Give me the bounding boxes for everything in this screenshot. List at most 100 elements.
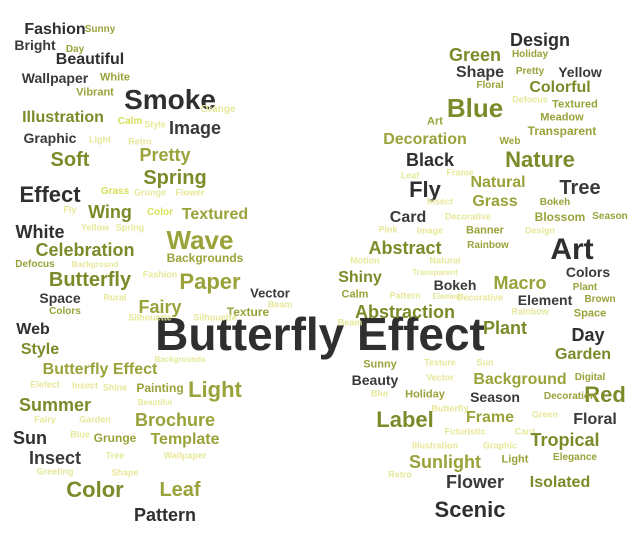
word: Wave [167, 227, 234, 253]
word: Grunge [94, 432, 137, 444]
word: Abstract [368, 239, 441, 257]
word: Brown [584, 295, 615, 305]
word: Banner [466, 226, 504, 237]
word: Style [21, 342, 59, 358]
word: Style [144, 121, 166, 130]
word: Space [39, 291, 80, 305]
word: Celebration [35, 241, 134, 259]
word: Holiday [405, 390, 445, 401]
word: Color [147, 208, 173, 218]
word: Light [502, 455, 529, 466]
word: Insect [72, 382, 98, 391]
word: Frame [466, 410, 514, 426]
word: Beautiful [56, 52, 124, 68]
word: Spring [143, 168, 206, 188]
word: Fashion [24, 22, 85, 38]
word: Textured [182, 207, 248, 223]
word: Sun [477, 359, 494, 368]
word: Grass [101, 187, 129, 197]
word: Sunny [363, 360, 397, 371]
word: Shape [456, 65, 504, 81]
word: Day [571, 326, 604, 344]
word: Decorative [457, 294, 503, 303]
word: Beam [338, 319, 363, 328]
word: Art [550, 235, 593, 265]
word: Brochure [135, 411, 215, 429]
word: Paper [179, 271, 240, 293]
word: Pattern [134, 506, 196, 524]
word: Blossom [535, 211, 586, 223]
word: Natural [429, 257, 460, 266]
word: Insect [29, 449, 81, 467]
word: Backgrounds [154, 356, 205, 364]
word: Background [473, 372, 566, 388]
word: Flower [175, 189, 204, 198]
word: Elegance [553, 453, 597, 463]
word: Butterfly Effect [43, 362, 158, 378]
word: Element [518, 293, 572, 307]
word: Colors [49, 307, 81, 317]
word: Tropical [530, 431, 599, 449]
word: Soft [51, 150, 90, 170]
word: Vector [426, 374, 454, 383]
word: Blur [371, 390, 389, 399]
word: Space [574, 309, 606, 320]
word: Beam [268, 301, 293, 310]
word: Scenic [435, 499, 506, 521]
word: Wallpaper [22, 71, 88, 85]
word: Effect [19, 184, 80, 206]
word: Background [72, 261, 119, 269]
word: Meadow [540, 113, 583, 124]
word: Silhouette [128, 314, 172, 323]
word: Retro [388, 471, 412, 480]
word: Yellow [81, 224, 109, 233]
word: Decoration [544, 392, 596, 402]
word: Orange [200, 105, 235, 115]
word: Grunge [134, 189, 166, 198]
word: Bokeh [540, 198, 571, 208]
word: Decorative [445, 213, 491, 222]
word: Calm [342, 290, 369, 301]
word: Floral [573, 412, 617, 428]
word: Garden [79, 416, 111, 425]
word: Pattern [389, 292, 420, 301]
word: White [16, 223, 65, 241]
word: Blue [447, 95, 503, 121]
word: Transparent [528, 125, 597, 137]
word: Colors [566, 265, 610, 279]
word: Defocus [512, 96, 548, 105]
word: Plant [573, 283, 597, 293]
word: Sun [13, 429, 47, 447]
word: Label [376, 409, 433, 431]
word: Vibrant [76, 88, 114, 99]
word: Illustration [412, 442, 458, 451]
word: Holiday [512, 50, 548, 60]
word: Blue [70, 431, 90, 440]
word: Greeting [36, 468, 73, 477]
word: Rainbow [467, 241, 509, 251]
word: Flower [446, 473, 504, 491]
word: Illustration [22, 110, 104, 126]
word: Natural [470, 175, 525, 191]
word: Web [500, 137, 521, 147]
word: Silhouette [193, 314, 237, 323]
word: Motion [350, 257, 380, 266]
word: Color [66, 479, 123, 501]
word: Abstraction [355, 303, 455, 321]
word: Rainbow [511, 308, 549, 317]
word: Isolated [530, 475, 590, 491]
word: White [100, 73, 130, 84]
word: Butterfly [431, 405, 468, 414]
word: Textured [552, 100, 598, 111]
word: Beautiful [138, 399, 172, 407]
word: Macro [493, 274, 546, 292]
word: Plant [483, 319, 527, 337]
word: Green [449, 46, 501, 64]
word: Fairy [34, 416, 56, 425]
word: Texture [424, 359, 456, 368]
word: Garden [555, 347, 611, 363]
word: Art [427, 117, 443, 128]
word: Bright [14, 38, 55, 52]
word: Graphic [483, 442, 517, 451]
word: Summer [19, 396, 91, 414]
